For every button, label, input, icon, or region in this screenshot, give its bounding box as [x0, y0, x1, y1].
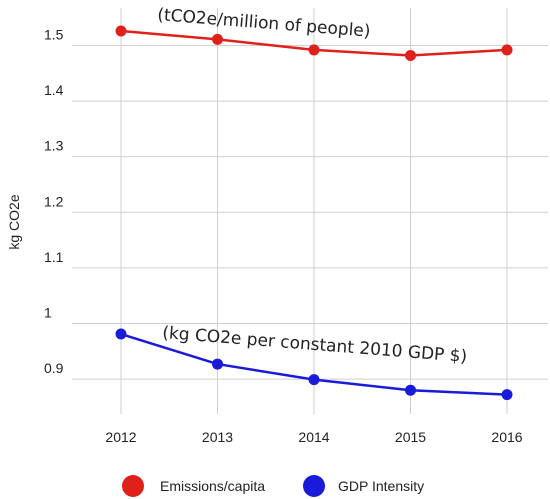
x-tick-labels: 2012 2013 2014 2015 2016	[105, 429, 522, 445]
data-point	[115, 25, 127, 37]
y-tick-label: 1.1	[44, 249, 64, 265]
data-point	[501, 389, 513, 401]
data-point	[308, 374, 320, 386]
y-axis-label: kg CO2e	[6, 194, 22, 249]
data-point	[115, 328, 127, 340]
legend: Emissions/capita GDP Intensity	[122, 475, 424, 497]
y-tick-label: 1.2	[44, 193, 64, 209]
x-tick-label: 2016	[491, 429, 522, 445]
data-point	[405, 384, 416, 396]
x-tick-label: 2014	[298, 429, 329, 445]
y-tick-label: 1	[44, 304, 52, 320]
y-tick-label: 1.3	[44, 138, 64, 154]
x-tick-label: 2015	[395, 429, 426, 445]
y-tick-label: 0.9	[44, 360, 64, 376]
legend-label: Emissions/capita	[160, 478, 265, 494]
data-point	[405, 49, 416, 61]
grid-lines	[72, 8, 548, 414]
legend-swatch	[303, 475, 325, 497]
series-group	[115, 25, 513, 401]
x-tick-label: 2013	[202, 429, 233, 445]
y-tick-label: 1.5	[44, 26, 64, 42]
data-point	[212, 358, 223, 370]
data-point	[308, 44, 320, 56]
x-tick-label: 2012	[105, 429, 136, 445]
y-tick-label: 1.4	[44, 82, 64, 98]
legend-label: GDP Intensity	[338, 478, 424, 494]
y-tick-labels: 0.9 1 1.1 1.2 1.3 1.4 1.5	[44, 26, 64, 376]
data-point	[212, 33, 223, 45]
annotations: (tCO2e/million of people)(kg CO2e per co…	[157, 5, 468, 367]
legend-swatch	[122, 475, 144, 497]
data-point	[501, 44, 513, 56]
